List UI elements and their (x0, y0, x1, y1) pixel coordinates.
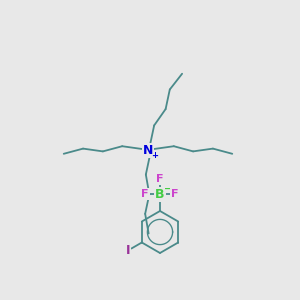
Text: F: F (156, 174, 164, 184)
Text: −: − (164, 184, 172, 194)
Text: +: + (152, 151, 158, 160)
Text: I: I (126, 244, 130, 257)
Text: B: B (155, 188, 165, 200)
Text: N: N (143, 143, 153, 157)
Text: F: F (171, 189, 179, 199)
Text: F: F (141, 189, 149, 199)
